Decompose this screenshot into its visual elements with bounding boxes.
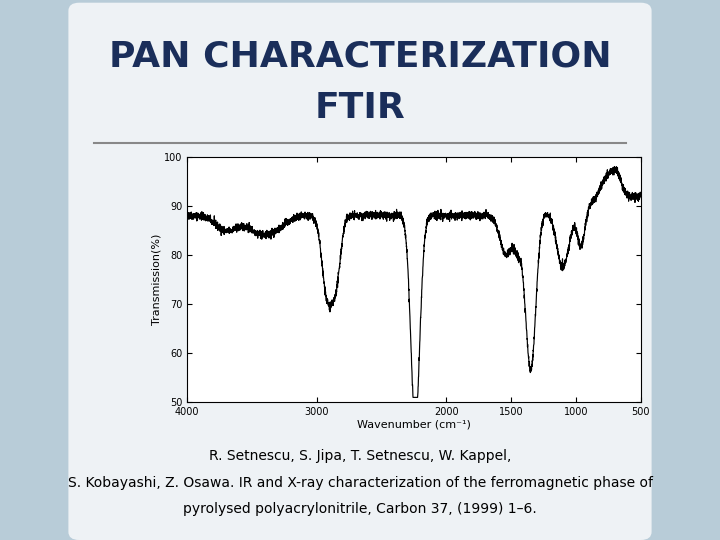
Text: R. Setnescu, S. Jipa, T. Setnescu, W. Kappel,: R. Setnescu, S. Jipa, T. Setnescu, W. Ka… xyxy=(209,449,511,463)
Text: PAN CHARACTERIZATION: PAN CHARACTERIZATION xyxy=(109,40,611,73)
Text: pyrolysed polyacrylonitrile, Carbon 37, (1999) 1–6.: pyrolysed polyacrylonitrile, Carbon 37, … xyxy=(183,502,537,516)
FancyBboxPatch shape xyxy=(68,3,652,540)
Y-axis label: Transmission(%): Transmission(%) xyxy=(151,234,161,325)
Text: S. Kobayashi, Z. Osawa. IR and X-ray characterization of the ferromagnetic phase: S. Kobayashi, Z. Osawa. IR and X-ray cha… xyxy=(68,476,652,490)
Text: FTIR: FTIR xyxy=(315,91,405,125)
X-axis label: Wavenumber (cm⁻¹): Wavenumber (cm⁻¹) xyxy=(357,420,471,430)
